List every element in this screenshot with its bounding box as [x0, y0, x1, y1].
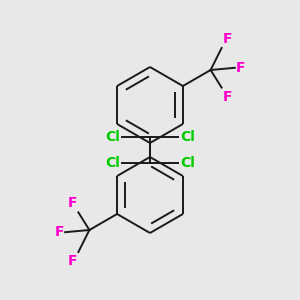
Text: Cl: Cl [180, 130, 195, 144]
Text: F: F [68, 196, 77, 210]
Text: Cl: Cl [105, 156, 120, 170]
Text: F: F [236, 61, 245, 75]
Text: F: F [223, 90, 232, 104]
Text: Cl: Cl [180, 156, 195, 170]
Text: F: F [55, 225, 64, 239]
Text: F: F [223, 32, 232, 46]
Text: F: F [68, 254, 77, 268]
Text: Cl: Cl [105, 130, 120, 144]
